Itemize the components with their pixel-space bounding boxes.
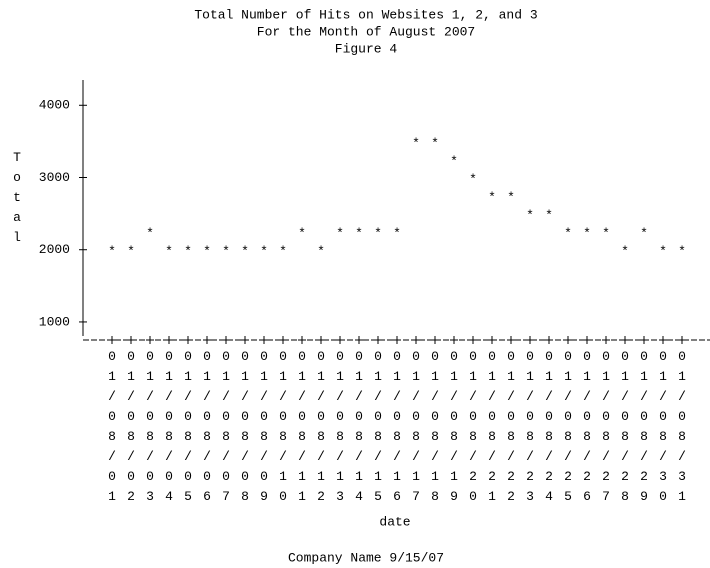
x-tick-label: 01/08/10 xyxy=(276,349,291,509)
x-tick-label: 01/08/04 xyxy=(162,349,177,509)
marker: * xyxy=(450,154,458,169)
x-tick-label: 01/08/02 xyxy=(124,349,139,509)
y-tick-label: 3000 xyxy=(39,170,70,185)
marker: * xyxy=(412,136,420,151)
x-tick-label: 01/08/03 xyxy=(143,349,158,509)
marker: * xyxy=(184,244,192,259)
x-tick-label: 01/08/20 xyxy=(466,349,481,509)
marker: * xyxy=(279,244,287,259)
y-tick-label: 4000 xyxy=(39,98,70,113)
figure-label: Figure 4 xyxy=(335,41,398,56)
x-tick-label: 01/08/01 xyxy=(105,349,120,509)
x-tick-label: 01/08/30 xyxy=(656,349,671,509)
marker: * xyxy=(602,226,610,241)
x-tick-label: 01/08/14 xyxy=(352,349,367,509)
chart-subtitle: For the Month of August 2007 xyxy=(257,24,475,39)
chart-title: Total Number of Hits on Websites 1, 2, a… xyxy=(194,7,537,22)
x-tick-label: 01/08/09 xyxy=(257,349,272,509)
x-tick-label: 01/08/07 xyxy=(219,349,234,509)
marker: * xyxy=(260,244,268,259)
marker: * xyxy=(393,226,401,241)
y-tick-label: 2000 xyxy=(39,242,70,257)
x-tick-label: 01/08/31 xyxy=(675,349,690,509)
marker: * xyxy=(545,208,553,223)
marker: * xyxy=(526,208,534,223)
x-tick-label: 01/08/08 xyxy=(238,349,253,509)
marker: * xyxy=(146,226,154,241)
x-tick-label: 01/08/18 xyxy=(428,349,443,509)
marker: * xyxy=(564,226,572,241)
marker: * xyxy=(108,244,116,259)
x-tick-label: 01/08/22 xyxy=(504,349,519,509)
x-tick-label: 01/08/23 xyxy=(523,349,538,509)
x-tick-label: 01/08/13 xyxy=(333,349,348,509)
marker: * xyxy=(222,244,230,259)
x-tick-label: 01/08/16 xyxy=(390,349,405,509)
x-tick-label: 01/08/24 xyxy=(542,349,557,509)
marker: * xyxy=(640,226,648,241)
x-tick-label: 01/08/15 xyxy=(371,349,386,509)
marker: * xyxy=(298,226,306,241)
marker: * xyxy=(431,136,439,151)
footnote: Company Name 9/15/07 xyxy=(288,550,444,565)
marker: * xyxy=(507,190,515,205)
marker: * xyxy=(355,226,363,241)
marker: * xyxy=(678,244,686,259)
x-tick-label: 01/08/11 xyxy=(295,349,310,509)
x-axis-label: date xyxy=(379,514,410,529)
marker: * xyxy=(621,244,629,259)
marker: * xyxy=(336,226,344,241)
marker: * xyxy=(203,244,211,259)
x-tick-label: 01/08/21 xyxy=(485,349,500,509)
marker: * xyxy=(659,244,667,259)
x-tick-label: 01/08/25 xyxy=(561,349,576,509)
y-tick-label: 1000 xyxy=(39,314,70,329)
marker: * xyxy=(165,244,173,259)
marker: * xyxy=(469,172,477,187)
x-tick-label: 01/08/27 xyxy=(599,349,614,509)
marker: * xyxy=(583,226,591,241)
y-axis-label: Total xyxy=(10,150,25,250)
x-tick-label: 01/08/28 xyxy=(618,349,633,509)
x-tick-label: 01/08/17 xyxy=(409,349,424,509)
x-tick-label: 01/08/19 xyxy=(447,349,462,509)
marker: * xyxy=(127,244,135,259)
x-tick-label: 01/08/12 xyxy=(314,349,329,509)
x-tick-label: 01/08/06 xyxy=(200,349,215,509)
marker: * xyxy=(488,190,496,205)
marker: * xyxy=(374,226,382,241)
marker: * xyxy=(241,244,249,259)
x-tick-label: 01/08/29 xyxy=(637,349,652,509)
x-tick-label: 01/08/05 xyxy=(181,349,196,509)
marker: * xyxy=(317,244,325,259)
x-tick-label: 01/08/26 xyxy=(580,349,595,509)
